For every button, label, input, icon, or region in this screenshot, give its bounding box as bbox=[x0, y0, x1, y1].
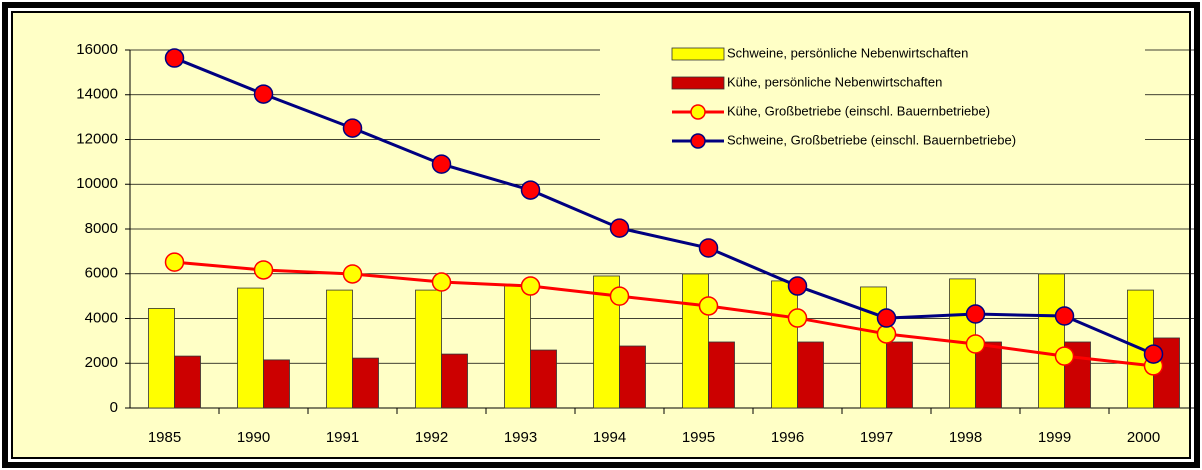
x-tick-label: 1990 bbox=[237, 429, 270, 446]
x-tick-label: 1991 bbox=[326, 429, 359, 446]
marker bbox=[965, 334, 986, 354]
legend-marker bbox=[690, 104, 706, 120]
y-tick-label: 12000 bbox=[76, 130, 118, 147]
marker bbox=[342, 264, 363, 284]
bar bbox=[504, 284, 531, 409]
marker bbox=[876, 308, 897, 328]
x-tick-label: 1992 bbox=[415, 429, 448, 446]
legend-marker bbox=[690, 133, 706, 149]
bar bbox=[708, 341, 735, 409]
legend-swatch bbox=[671, 47, 725, 61]
x-tick-label: 1995 bbox=[682, 429, 715, 446]
line bbox=[174, 260, 1154, 368]
bar bbox=[860, 286, 887, 409]
marker bbox=[253, 260, 274, 280]
legend-label: Kühe, persönliche Nebenwirtschaften bbox=[727, 74, 942, 89]
bar bbox=[174, 355, 201, 409]
bar bbox=[682, 273, 709, 409]
legend-swatch bbox=[671, 76, 725, 90]
bar bbox=[619, 345, 646, 409]
x-tick-label: 1985 bbox=[148, 429, 181, 446]
marker bbox=[609, 286, 630, 306]
x-tick-label: 1993 bbox=[504, 429, 537, 446]
legend-label: Schweine, persönliche Nebenwirtschaften bbox=[727, 45, 968, 60]
marker bbox=[253, 84, 274, 104]
bar bbox=[148, 308, 175, 409]
line bbox=[173, 56, 1155, 356]
bar bbox=[530, 349, 557, 409]
marker bbox=[520, 180, 541, 200]
bar bbox=[352, 357, 379, 409]
bar bbox=[1038, 273, 1065, 409]
marker bbox=[431, 154, 452, 174]
legend-label: Schweine, Großbetriebe (einschl. Bauernb… bbox=[727, 132, 1016, 147]
bar bbox=[441, 353, 468, 409]
marker bbox=[787, 308, 808, 328]
y-tick-label: 16000 bbox=[76, 41, 118, 58]
y-tick-label: 8000 bbox=[85, 220, 118, 237]
legend-label: Kühe, Großbetriebe (einschl. Bauernbetri… bbox=[727, 103, 990, 118]
x-tick-label: 1998 bbox=[949, 429, 982, 446]
x-tick-label: 1997 bbox=[860, 429, 893, 446]
x-tick-label: 1994 bbox=[593, 429, 626, 446]
y-tick-label: 0 bbox=[110, 399, 118, 416]
y-tick-label: 2000 bbox=[85, 354, 118, 371]
bar bbox=[886, 341, 913, 409]
marker bbox=[342, 118, 363, 138]
bar bbox=[975, 341, 1002, 409]
bar bbox=[771, 280, 798, 409]
bar bbox=[797, 341, 824, 409]
y-tick-label: 4000 bbox=[85, 309, 118, 326]
x-tick-label: 1999 bbox=[1038, 429, 1071, 446]
marker bbox=[520, 276, 541, 296]
bar bbox=[237, 287, 264, 409]
marker bbox=[431, 272, 452, 292]
x-tick-label: 2000 bbox=[1127, 429, 1160, 446]
marker bbox=[787, 276, 808, 296]
marker bbox=[164, 48, 185, 68]
bar bbox=[263, 359, 290, 409]
marker bbox=[965, 304, 986, 324]
y-tick-label: 14000 bbox=[76, 86, 118, 103]
y-tick-label: 6000 bbox=[85, 265, 118, 282]
bar bbox=[415, 289, 442, 409]
y-tick-label: 10000 bbox=[76, 175, 118, 192]
marker bbox=[1054, 346, 1075, 366]
marker bbox=[609, 218, 630, 238]
marker bbox=[698, 238, 719, 258]
marker bbox=[698, 296, 719, 316]
bar bbox=[326, 289, 353, 409]
marker bbox=[1143, 344, 1164, 364]
x-tick-label: 1996 bbox=[771, 429, 804, 446]
marker bbox=[164, 252, 185, 272]
marker bbox=[1054, 306, 1075, 326]
